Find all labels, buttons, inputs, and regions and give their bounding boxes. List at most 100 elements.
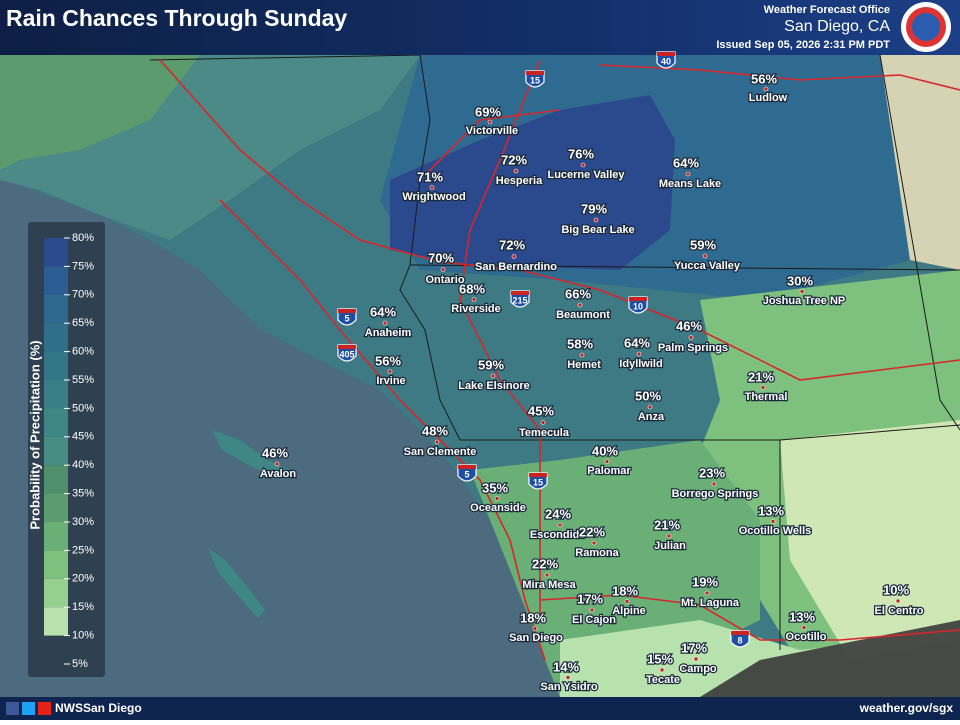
legend-tick-label: 40% (72, 459, 94, 471)
pop-label: 13% (758, 503, 784, 518)
place-name: Thermal (745, 391, 788, 403)
place-dot (440, 267, 446, 272)
place-dot (801, 625, 807, 630)
pop-label: 35% (482, 480, 508, 495)
place-dot (577, 302, 583, 308)
pop-label: 17% (577, 591, 603, 606)
nws-logo (901, 2, 951, 52)
place-name: Anaheim (365, 327, 412, 339)
place-name: Hesperia (496, 175, 543, 187)
place-dot (544, 572, 550, 578)
place-dot (763, 86, 769, 92)
legend-swatch (44, 238, 68, 267)
pop-label: 30% (787, 273, 813, 288)
road (459, 59, 541, 620)
place-name: Hemet (567, 359, 601, 371)
legend-tick-label: 20% (72, 573, 94, 585)
place-dot (532, 626, 538, 631)
road (159, 59, 960, 381)
pop-label: 79% (581, 201, 607, 216)
place-name: Riverside (451, 303, 501, 315)
place-name: Ocotillo Wells (739, 525, 812, 537)
pop-label: 18% (520, 610, 546, 625)
legend-tick-label: 60% (72, 346, 94, 358)
pop-label: 59% (478, 357, 504, 372)
roads (159, 59, 960, 661)
place-dot (494, 496, 500, 501)
shield-label: 5 (464, 469, 469, 479)
place-name: San Clemente (404, 446, 477, 458)
place-name: El Centro (875, 605, 924, 617)
place-name: Ramona (575, 547, 619, 559)
place-name: Wrightwood (402, 191, 465, 203)
social-handle: NWSSan Diego (55, 701, 142, 715)
place-name: Temecula (519, 427, 570, 439)
place-dot (799, 289, 805, 294)
desert (880, 55, 960, 270)
shield-top (629, 297, 647, 301)
zone-30 (0, 55, 200, 170)
pop-label: 21% (748, 369, 774, 384)
place-dot (579, 352, 585, 358)
pop-label: 58% (567, 336, 593, 351)
pop-label: 56% (751, 71, 777, 86)
legend-swatch (44, 493, 68, 522)
legend-swatch (44, 607, 68, 636)
shield-label: 405 (339, 349, 354, 359)
pop-label: 18% (612, 583, 638, 598)
place-dot (659, 667, 665, 673)
place-name: Borrego Springs (672, 488, 759, 500)
pop-label: 13% (789, 609, 815, 624)
logo-center (912, 13, 940, 41)
place-name: San Bernardino (475, 261, 557, 273)
pop-label: 48% (422, 423, 448, 438)
pop-label: 23% (699, 465, 725, 480)
office-location: San Diego, CA (784, 18, 890, 35)
san-clemente-island (208, 548, 265, 618)
place-dot (693, 656, 699, 662)
place-name: Irvine (376, 375, 405, 387)
legend-title: Probability of Precipitation (%) (27, 340, 42, 529)
place-dot (895, 598, 901, 604)
place-name: Mira Mesa (522, 579, 576, 591)
place-dot (770, 519, 776, 524)
legend-swatch (44, 578, 68, 608)
shield-top (731, 631, 749, 635)
place-name: Escondido (530, 529, 587, 541)
legend-tick-label: 10% (72, 630, 94, 642)
pop-label: 64% (370, 304, 396, 319)
county-line (779, 424, 960, 441)
shield-label: 215 (512, 295, 527, 305)
footer-bar (0, 697, 960, 720)
place-dot (589, 607, 595, 613)
mexico-mask (700, 620, 960, 697)
place-name: Idyllwild (619, 358, 662, 370)
road (219, 199, 341, 331)
land (0, 55, 960, 697)
place-name: Campo (679, 663, 717, 675)
zone-10-east (780, 420, 960, 660)
legend-tick-label: 45% (72, 431, 94, 443)
pop-label: 14% (553, 659, 579, 674)
legend-tick-label: 80% (72, 232, 94, 244)
place-name: Avalon (260, 468, 297, 480)
place-dot (624, 599, 630, 604)
place-dot (711, 481, 717, 487)
shield-label: 40 (661, 56, 671, 66)
pop-label: 76% (568, 146, 594, 161)
legend-tick-label: 15% (72, 601, 94, 613)
place-name: Victorville (466, 125, 518, 137)
place-dot (429, 185, 435, 190)
place-dot (636, 351, 642, 357)
shield-top (338, 309, 356, 313)
pop-label: 64% (673, 155, 699, 170)
legend: 80% 75% 70% 65% 60% 55% 50% 45% 40% 35% 30% 25% 20% 1… (44, 232, 94, 670)
twitter-icon (22, 702, 35, 715)
pop-label: 71% (417, 169, 443, 184)
pop-label: 68% (459, 281, 485, 296)
legend-swatch (44, 266, 68, 295)
place-name: Means Lake (659, 178, 721, 190)
place-name: Ludlow (749, 92, 788, 104)
place-name: Mt. Laguna (681, 597, 740, 609)
